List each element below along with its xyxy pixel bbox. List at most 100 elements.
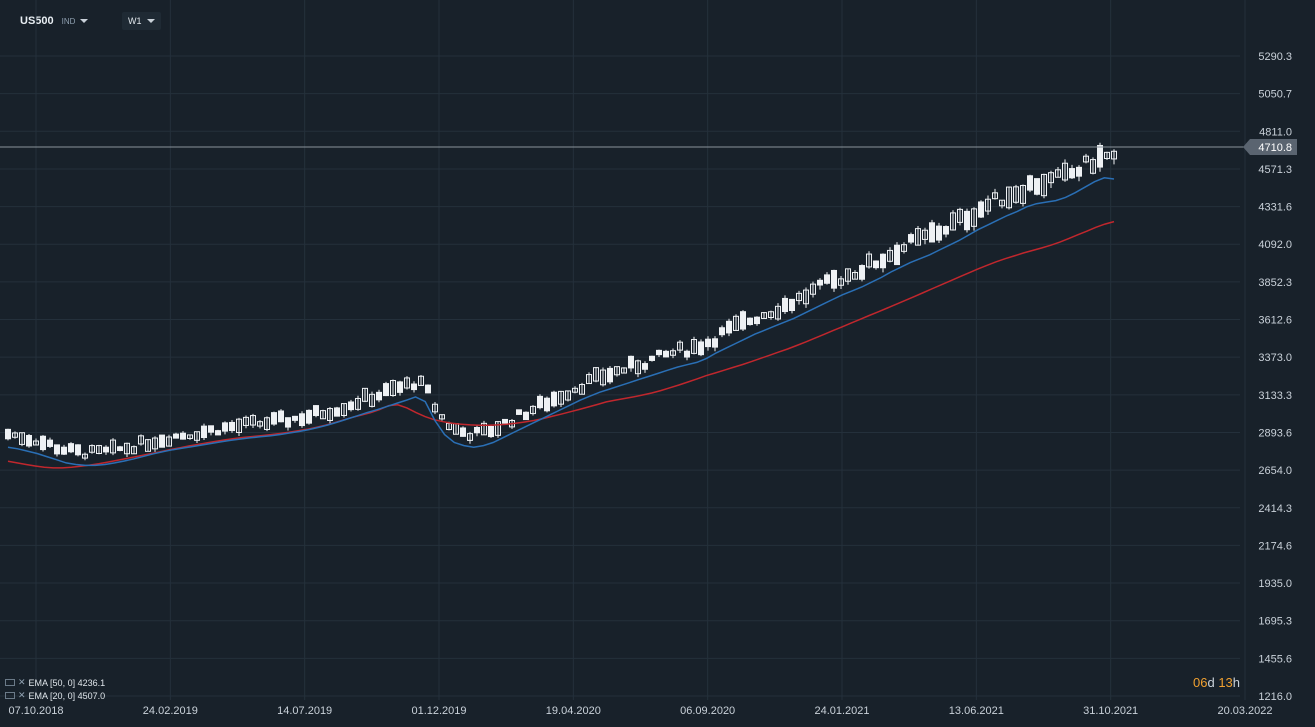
candle-body (684, 350, 690, 358)
candle-body (572, 387, 578, 393)
candle-body (810, 283, 816, 295)
x-tick-label: 01.12.2019 (411, 705, 466, 717)
candle-body (215, 430, 221, 436)
candle-body (1062, 162, 1068, 181)
candle-body (124, 442, 130, 455)
candle-body (565, 390, 571, 401)
candle-body (131, 446, 137, 455)
candle-body (229, 421, 235, 432)
candle-body (775, 305, 781, 320)
countdown-days: 06 (1193, 675, 1208, 690)
candle-body (488, 425, 494, 438)
candle-body (201, 425, 207, 439)
x-tick-label: 20.03.2022 (1217, 705, 1272, 717)
candle-body (243, 416, 249, 426)
y-tick-label: 1695.3 (1258, 616, 1292, 628)
remove-indicator-icon[interactable]: ✕ (18, 677, 26, 687)
candle-body (698, 341, 704, 356)
y-tick-label: 2654.0 (1258, 465, 1292, 477)
candle-body (1104, 151, 1110, 160)
candle-body (628, 355, 634, 369)
candle-body (145, 439, 151, 452)
candle-body (838, 278, 844, 286)
candle-body (369, 393, 375, 407)
candle-body (621, 367, 627, 374)
candle-body (152, 437, 158, 450)
candle-body (68, 443, 74, 453)
candle-body (789, 298, 795, 312)
candle-body (887, 249, 893, 262)
candle-body (208, 425, 214, 433)
candle-body (705, 338, 711, 348)
y-tick-label: 2893.6 (1258, 427, 1292, 439)
candle-body (908, 234, 914, 243)
candle-body (61, 446, 67, 455)
y-tick-label: 2414.3 (1258, 503, 1292, 515)
candle-body (467, 433, 473, 441)
candle-body (845, 268, 851, 282)
candle-body (950, 212, 956, 231)
candle-body (110, 439, 116, 454)
timeframe-label: W1 (128, 16, 142, 26)
candle-body (1027, 175, 1033, 191)
candle-body (1090, 159, 1096, 174)
candle-body (922, 229, 928, 240)
candle-body (831, 269, 837, 289)
candle-body (1020, 184, 1026, 204)
candle-body (320, 410, 326, 420)
candle-body (334, 407, 340, 417)
candle-body (817, 279, 823, 286)
remove-indicator-icon[interactable]: ✕ (18, 690, 26, 700)
symbol-label: US500 (20, 15, 54, 27)
candle-body (362, 387, 368, 402)
candle-body (642, 363, 648, 370)
candle-body (691, 339, 697, 354)
candle-body (1055, 169, 1061, 178)
candle-body (292, 415, 298, 421)
candle-body (47, 439, 53, 447)
legend-ema20[interactable]: ✕ EMA [20, 0] 4507.0 (5, 690, 105, 701)
candle-body (761, 312, 767, 319)
candle-body (1076, 166, 1082, 177)
candle-body (82, 453, 88, 459)
indicator-settings-icon[interactable] (5, 692, 15, 699)
y-tick-label: 5290.3 (1258, 51, 1292, 63)
legend-ema50[interactable]: ✕ EMA [50, 0] 4236.1 (5, 677, 105, 688)
candle-body (985, 198, 991, 212)
candle-body (460, 427, 466, 437)
x-tick-label: 24.02.2019 (143, 705, 198, 717)
indicator-settings-icon[interactable] (5, 679, 15, 686)
candle-body (656, 349, 662, 356)
candle-body (425, 384, 431, 394)
candle-body (481, 422, 487, 436)
exchange-label: IND (61, 16, 76, 26)
x-tick-label: 31.10.2021 (1083, 705, 1138, 717)
candle-body (1034, 178, 1040, 195)
candle-body (397, 381, 403, 393)
candle-body (166, 436, 172, 447)
instrument-selector[interactable]: US500 IND (16, 10, 89, 32)
timeframe-selector[interactable]: W1 (122, 12, 161, 30)
candle-body (551, 391, 557, 407)
candle-body (187, 434, 193, 439)
candle-body (250, 415, 256, 426)
candle-body (1097, 144, 1103, 168)
candle-body (103, 446, 109, 453)
candle-body (1111, 150, 1117, 160)
candle-body (880, 253, 886, 269)
y-tick-label: 3852.3 (1258, 277, 1292, 289)
candle-body (824, 274, 830, 284)
candle-body (796, 292, 802, 302)
candle-body (306, 409, 312, 424)
chevron-down-icon (146, 19, 155, 23)
candle-body (1013, 186, 1019, 203)
chevron-down-icon[interactable] (80, 19, 89, 23)
bar-countdown: 06d 13h (1193, 675, 1241, 690)
candle-body (586, 374, 592, 385)
candle-body (782, 297, 788, 313)
candle-body (12, 432, 18, 438)
x-tick-label: 14.07.2019 (277, 705, 332, 717)
y-tick-label: 1935.0 (1258, 578, 1292, 590)
x-tick-label: 19.04.2020 (546, 705, 601, 717)
